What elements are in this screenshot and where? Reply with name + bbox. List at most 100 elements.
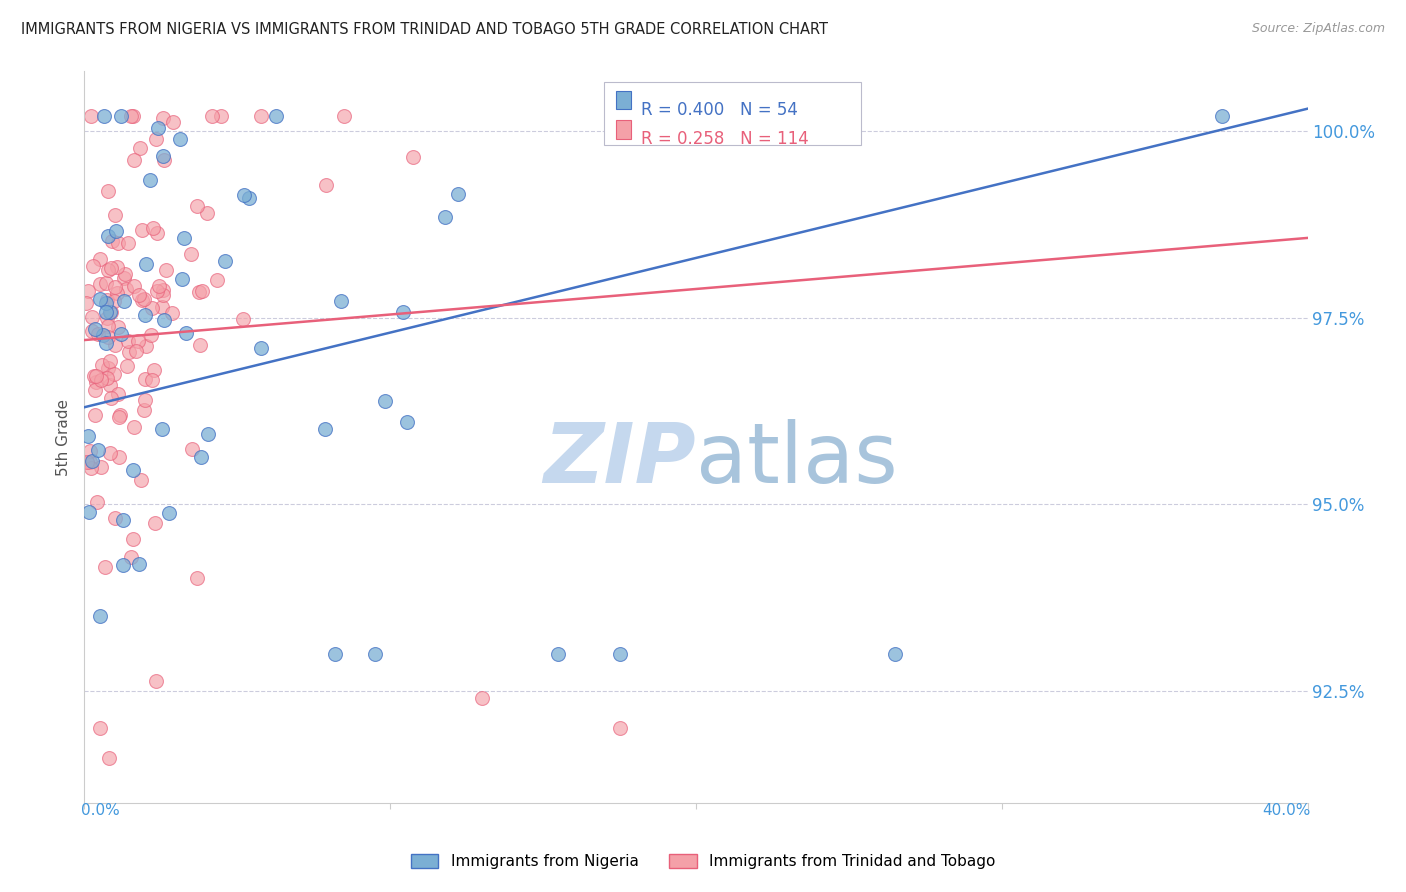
Point [122, 420, 145, 434]
Point [96, 371, 118, 385]
Point [97, 263, 120, 277]
Point [80, 109, 103, 123]
Point [250, 109, 273, 123]
Point [120, 549, 142, 564]
Point [174, 326, 197, 341]
Point [112, 513, 135, 527]
Point [76, 455, 98, 469]
Point [232, 312, 254, 326]
Point [139, 328, 162, 343]
Point [98, 377, 121, 392]
Point [134, 393, 156, 408]
Point [197, 206, 219, 220]
Text: IMMIGRANTS FROM NIGERIA VS IMMIGRANTS FROM TRINIDAD AND TOBAGO 5TH GRADE CORRELA: IMMIGRANTS FROM NIGERIA VS IMMIGRANTS FR… [21, 22, 828, 37]
Point [153, 153, 176, 167]
Point [128, 557, 150, 571]
Point [131, 293, 153, 307]
Point [87, 442, 110, 457]
Point [190, 450, 212, 464]
Point [148, 278, 170, 293]
Point [609, 647, 631, 661]
Point [141, 373, 163, 387]
Point [89, 252, 111, 267]
Point [122, 153, 145, 168]
Point [89, 609, 111, 624]
Point [91, 358, 114, 372]
Point [209, 109, 232, 123]
Point [146, 226, 169, 240]
Point [134, 403, 156, 417]
Point [155, 262, 177, 277]
Point [143, 516, 166, 531]
Point [108, 410, 131, 425]
Point [90, 459, 112, 474]
Point [238, 190, 260, 204]
Point [105, 285, 128, 300]
Point [152, 288, 174, 302]
Point [125, 344, 148, 359]
Point [100, 391, 122, 405]
Point [90, 373, 112, 387]
Point [89, 721, 111, 735]
Point [112, 293, 135, 308]
Text: 0.0%: 0.0% [82, 803, 120, 818]
Point [134, 308, 156, 322]
Point [80, 324, 103, 338]
Point [79, 455, 101, 469]
Point [114, 267, 136, 281]
Point [127, 334, 149, 348]
Point [108, 408, 131, 422]
Point [162, 115, 184, 129]
Point [233, 188, 256, 202]
Point [98, 353, 121, 368]
Point [104, 208, 127, 222]
Point [80, 454, 103, 468]
Text: 40.0%: 40.0% [1263, 803, 1310, 818]
Point [97, 360, 120, 375]
Bar [616, 91, 631, 110]
Point [169, 131, 191, 145]
Point [115, 359, 138, 373]
Point [89, 292, 111, 306]
FancyBboxPatch shape [605, 82, 860, 145]
Point [98, 304, 121, 318]
Point [547, 647, 569, 661]
Text: atlas: atlas [696, 418, 897, 500]
Point [117, 236, 139, 251]
Point [121, 532, 143, 546]
Point [197, 426, 219, 441]
Point [120, 109, 142, 123]
Point [103, 368, 125, 382]
Point [93, 109, 115, 123]
Point [150, 300, 173, 314]
Point [97, 330, 120, 344]
Point [104, 511, 127, 525]
Point [152, 112, 174, 126]
Point [141, 301, 163, 315]
Text: R = 0.400   N = 54: R = 0.400 N = 54 [641, 101, 797, 119]
Point [107, 386, 129, 401]
Point [205, 273, 228, 287]
Point [104, 280, 127, 294]
Point [82, 310, 104, 324]
Point [135, 256, 157, 270]
Point [86, 494, 108, 508]
Point [374, 393, 396, 408]
Point [181, 442, 204, 457]
Point [94, 277, 117, 291]
Point [101, 234, 124, 248]
Point [86, 326, 108, 341]
Point [104, 338, 127, 352]
Point [91, 327, 114, 342]
Point [188, 338, 211, 352]
Point [77, 429, 100, 443]
Point [83, 383, 105, 397]
Point [145, 132, 167, 146]
Point [114, 270, 136, 285]
Point [83, 368, 105, 383]
Point [94, 559, 117, 574]
Point [79, 461, 101, 475]
Point [84, 322, 107, 336]
Point [162, 306, 184, 320]
Point [391, 305, 413, 319]
